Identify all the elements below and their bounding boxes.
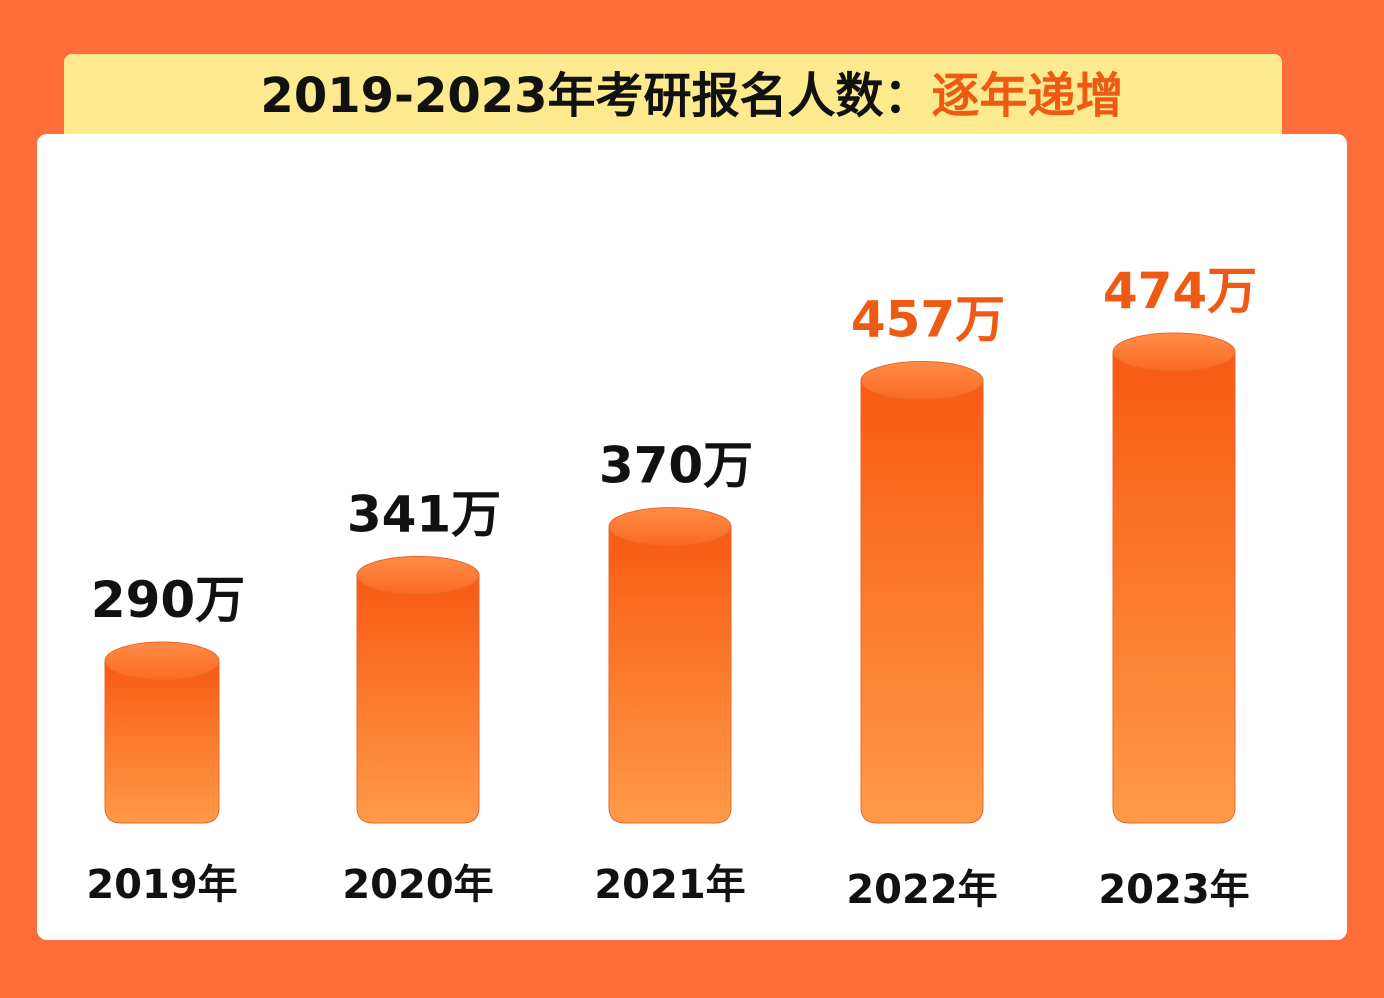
category-label-5: 2023年 xyxy=(1098,867,1249,913)
category-label-4: 2022年 xyxy=(846,867,997,913)
bar-4 xyxy=(860,380,984,824)
category-label-2: 2020年 xyxy=(342,862,493,908)
bar-3 xyxy=(608,526,732,824)
value-label-3: 370万 xyxy=(599,437,753,495)
bar-cap-1 xyxy=(104,641,220,681)
value-label-4: 457万 xyxy=(851,291,1005,349)
bar-2 xyxy=(356,574,480,824)
category-label-1: 2019年 xyxy=(86,862,237,908)
value-label-1: 290万 xyxy=(91,571,245,629)
bar-1 xyxy=(104,660,220,824)
bar-5 xyxy=(1112,351,1236,824)
value-label-2: 341万 xyxy=(347,485,501,543)
bar-cap-4 xyxy=(860,361,984,401)
bar-cap-3 xyxy=(608,507,732,547)
chart-title: 2019-2023年考研报名人数：逐年递增 xyxy=(0,64,1384,128)
category-label-3: 2021年 xyxy=(594,862,745,908)
chart-title-main: 2019-2023年考研报名人数： xyxy=(260,68,932,124)
value-label-5: 474万 xyxy=(1103,262,1257,320)
title-band xyxy=(64,54,1282,138)
bar-cap-2 xyxy=(356,555,480,595)
chart-title-accent: 逐年递增 xyxy=(931,68,1124,124)
bar-cap-5 xyxy=(1112,332,1236,372)
